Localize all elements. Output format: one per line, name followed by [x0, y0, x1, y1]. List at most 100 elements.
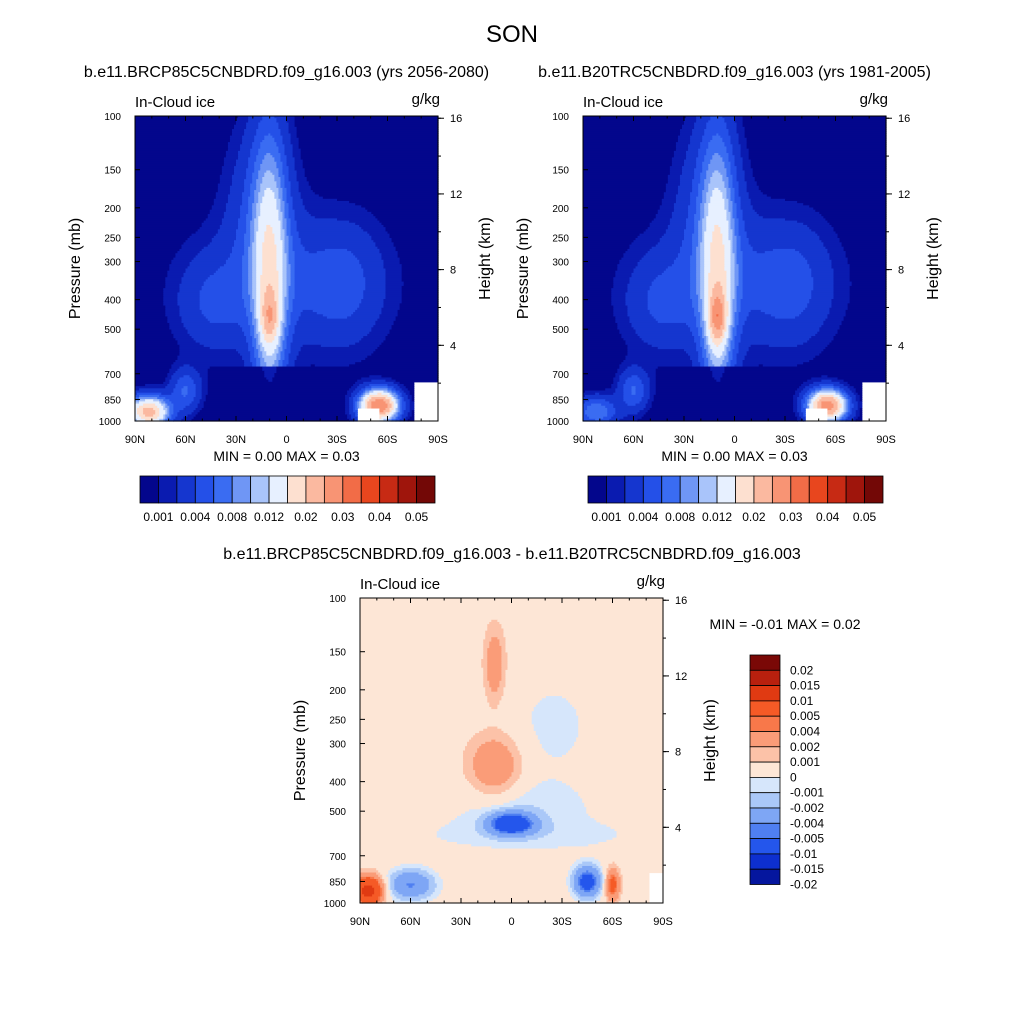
contour-cell: [728, 301, 732, 304]
contour-cell: [183, 416, 195, 420]
contour-cell: [535, 730, 579, 734]
contour-cell: [585, 410, 608, 413]
contour-cell: [815, 231, 837, 235]
contour-cell: [266, 377, 273, 381]
contour-cell: [849, 272, 887, 276]
contour-cell: [487, 726, 498, 730]
contour-cell: [276, 207, 282, 211]
contour-cell: [395, 379, 439, 383]
contour-cell: [262, 351, 267, 355]
contour-cell: [401, 388, 409, 392]
contour-cell: [583, 194, 665, 198]
contour-cell: [252, 296, 257, 300]
contour-cell: [726, 320, 732, 324]
contour-cell: [163, 416, 166, 420]
contour-cell: [583, 255, 624, 259]
contour-cell: [365, 388, 372, 392]
contour-cell: [688, 207, 697, 211]
contour-cell: [268, 283, 271, 287]
contour-cell: [229, 137, 243, 141]
contour-cell: [827, 414, 835, 418]
contour-cell: [627, 414, 645, 418]
contour-cell: [708, 290, 713, 294]
contour-cell: [764, 251, 800, 254]
contour-cell: [589, 399, 606, 402]
contour-cell: [487, 650, 502, 654]
contour-cell: [845, 407, 849, 411]
contour-cell: [385, 283, 405, 287]
contour-cell: [625, 368, 645, 372]
contour-cell: [732, 301, 738, 304]
contour-cell: [288, 251, 296, 254]
contour-cell: [163, 399, 170, 402]
contour-cell: [282, 279, 288, 283]
contour-cell: [173, 336, 193, 339]
contour-cell: [401, 412, 405, 416]
contour-cell: [381, 257, 401, 261]
contour-cell: [294, 168, 306, 172]
contour-cell: [246, 340, 253, 344]
contour-cell: [310, 364, 316, 368]
contour-cell: [740, 200, 752, 204]
contour-cell: [175, 416, 185, 420]
contour-cell: [531, 717, 579, 721]
contour-cell: [238, 157, 249, 161]
contour-cell: [734, 157, 744, 161]
contour-cell: [185, 394, 197, 398]
contour-cell: [583, 266, 618, 270]
contour-cell: [302, 244, 376, 248]
contour-cell: [815, 399, 820, 402]
contour-cell: [835, 392, 841, 396]
colorbar-swatch: [268, 475, 288, 504]
contour-cell: [726, 148, 734, 152]
contour-cell: [686, 220, 695, 224]
contour-cell: [401, 416, 407, 420]
contour-cell: [696, 157, 705, 161]
contour-cell: [736, 290, 744, 294]
contour-cell: [256, 133, 269, 137]
contour-cell: [752, 174, 887, 178]
contour-cell: [831, 303, 849, 307]
contour-cell: [734, 198, 742, 202]
contour-cell: [252, 207, 257, 211]
contour-cell: [284, 357, 290, 361]
contour-cell: [615, 390, 624, 394]
contour-cell: [280, 238, 286, 241]
contour-cell: [260, 146, 280, 150]
contour-cell: [639, 233, 665, 237]
contour-cell: [199, 373, 209, 376]
contour-cell: [583, 224, 651, 228]
contour-cell: [345, 410, 350, 413]
contour-cell: [135, 288, 164, 291]
contour-cell: [135, 139, 231, 143]
contour-cell: [823, 242, 843, 246]
contour-cell: [819, 399, 837, 402]
contour-cell: [843, 414, 849, 418]
contour-cell: [296, 179, 308, 182]
contour-cell: [242, 139, 255, 143]
contour-cell: [700, 253, 705, 257]
contour-cell: [807, 390, 812, 394]
contour-cell: [278, 150, 286, 154]
contour-cell: [284, 233, 288, 237]
contour-cell: [627, 283, 653, 287]
contour-cell: [282, 216, 286, 219]
contour-cell: [839, 325, 887, 328]
contour-cell: [805, 307, 831, 311]
contour-cell: [583, 340, 627, 344]
contour-cell: [843, 248, 887, 252]
contour-cell: [746, 187, 760, 191]
contour-cell: [734, 257, 738, 261]
contour-cell: [260, 142, 277, 145]
contour-cell: [403, 383, 415, 387]
contour-cell: [732, 181, 740, 185]
contour-cell: [706, 329, 711, 333]
contour-cell: [262, 268, 277, 272]
contour-cell: [839, 401, 845, 405]
contour-cell: [276, 248, 284, 252]
contour-cell: [171, 259, 193, 263]
contour-cell: [393, 407, 397, 411]
contour-cell: [282, 283, 288, 287]
contour-cell: [625, 342, 649, 346]
contour-cell: [843, 405, 847, 409]
